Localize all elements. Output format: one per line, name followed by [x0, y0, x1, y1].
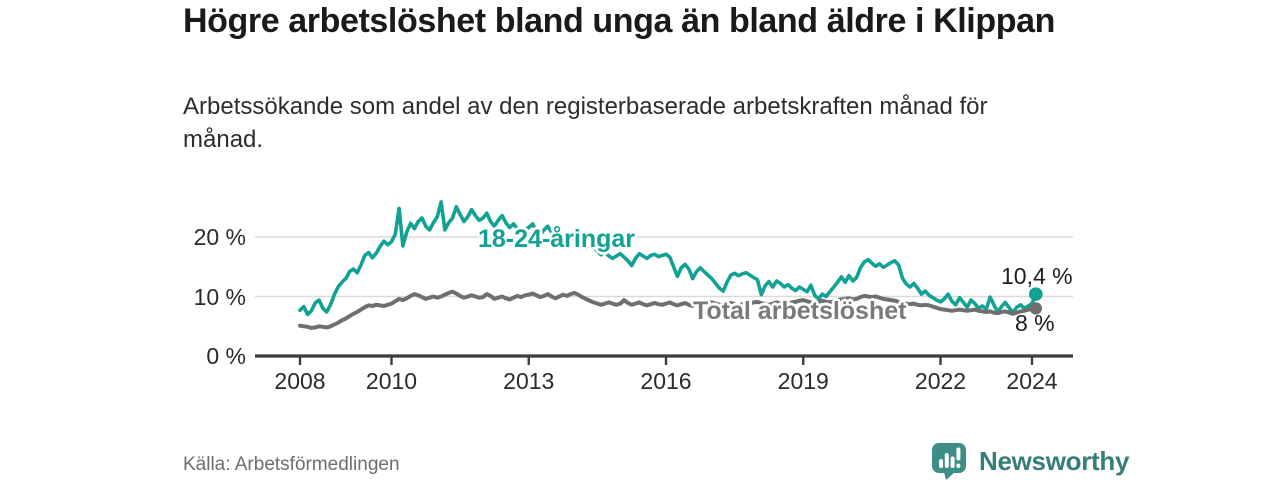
- y-axis-label: 20 %: [193, 224, 246, 250]
- x-axis-label: 2019: [777, 368, 829, 394]
- series-label-youth: 18-24-åringar: [478, 225, 636, 253]
- end-value-label-total: 8 %: [1015, 310, 1055, 336]
- x-axis-label: 2024: [1006, 368, 1058, 394]
- gridlines: [255, 236, 1073, 298]
- y-axis-label: 0 %: [206, 343, 246, 369]
- x-axis-label: 2022: [914, 368, 967, 394]
- chart-subtitle: Arbetssökande som andel av den registerb…: [183, 93, 988, 154]
- newsworthy-logo-text: Newsworthy: [979, 445, 1130, 476]
- x-axis: [255, 354, 1073, 365]
- x-axis-label: 2013: [503, 368, 555, 394]
- series-lines: [298, 200, 1038, 330]
- newsworthy-speech-bubble-bar-chart-icon: [932, 443, 966, 480]
- end-value-label-youth: 10,4 %: [1001, 263, 1073, 289]
- x-axis-label: 2008: [274, 368, 326, 394]
- y-axis-label: 10 %: [193, 283, 246, 310]
- chart-title: Högre arbetslöshet bland unga än bland ä…: [183, 2, 1055, 40]
- x-axis-label: 2010: [365, 368, 418, 394]
- source-note: Källa: Arbetsförmedlingen: [183, 454, 400, 475]
- newsworthy-logo: Newsworthy: [931, 442, 1129, 480]
- series-end-dots: [1029, 287, 1043, 315]
- series-label-total: Total arbetslöshet: [693, 297, 907, 325]
- x-axis-label: 2016: [640, 368, 692, 394]
